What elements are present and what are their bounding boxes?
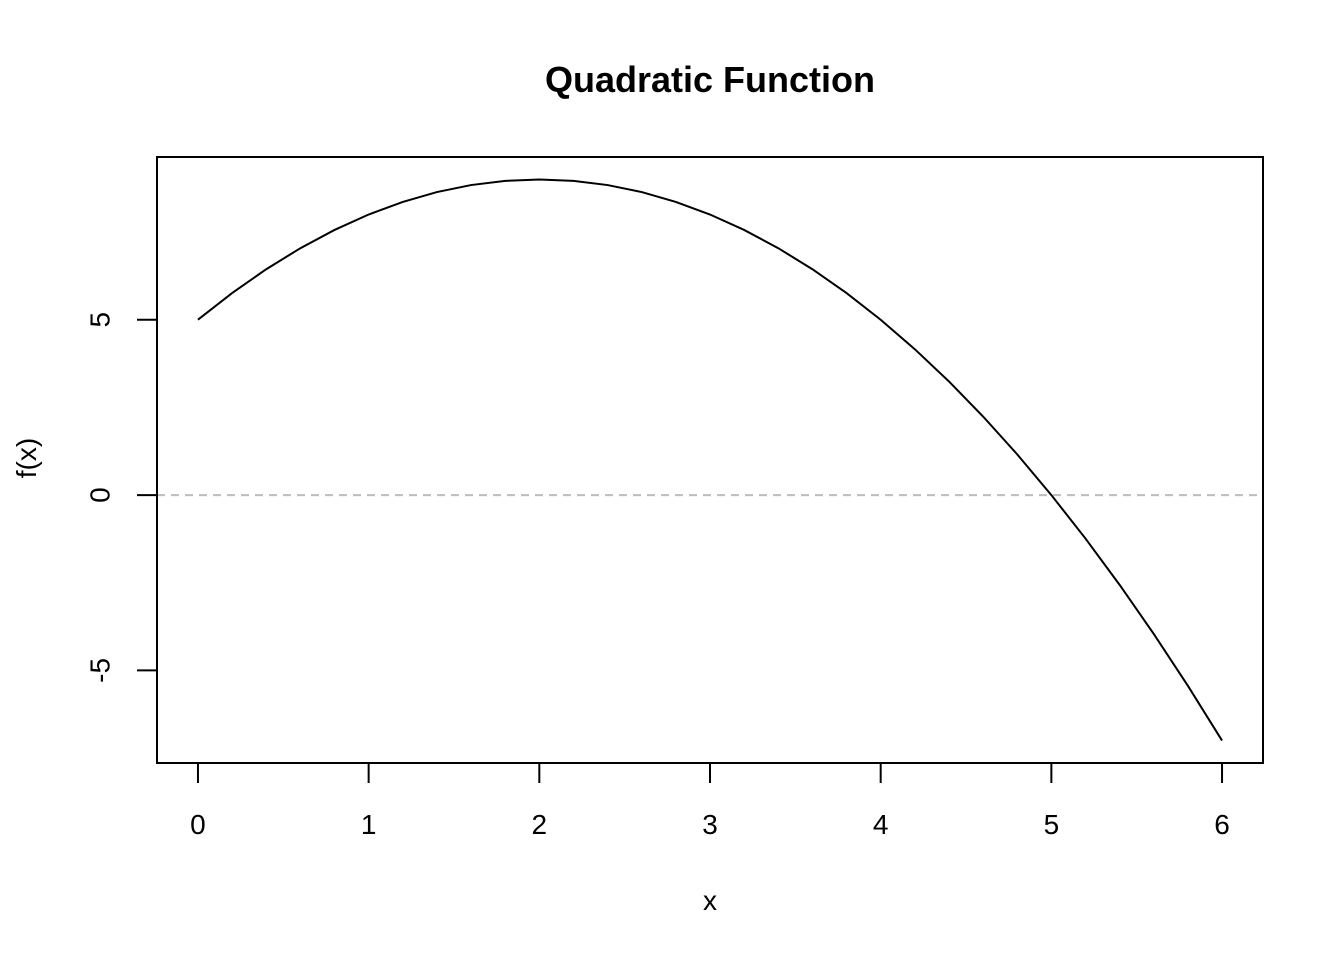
x-tick-label: 4 bbox=[873, 809, 889, 840]
x-tick-label: 2 bbox=[532, 809, 548, 840]
y-axis-label: f(x) bbox=[11, 438, 42, 478]
plot-area: 0 1 2 3 4 5 6 -5 0 5 bbox=[84, 156, 1264, 840]
chart-title: Quadratic Function bbox=[545, 59, 875, 100]
x-tick-label: 0 bbox=[190, 809, 206, 840]
x-tick-label: 6 bbox=[1214, 809, 1230, 840]
x-tick-label: 1 bbox=[361, 809, 377, 840]
x-axis-label: x bbox=[703, 885, 717, 916]
plot-frame bbox=[156, 156, 1264, 764]
x-tick-label: 3 bbox=[702, 809, 718, 840]
y-tick-label: 5 bbox=[84, 312, 115, 328]
quadratic-curve bbox=[197, 178, 1223, 742]
y-tick-label: 0 bbox=[84, 487, 115, 503]
y-tick-label: -5 bbox=[84, 658, 115, 683]
x-tick-label: 5 bbox=[1044, 809, 1060, 840]
